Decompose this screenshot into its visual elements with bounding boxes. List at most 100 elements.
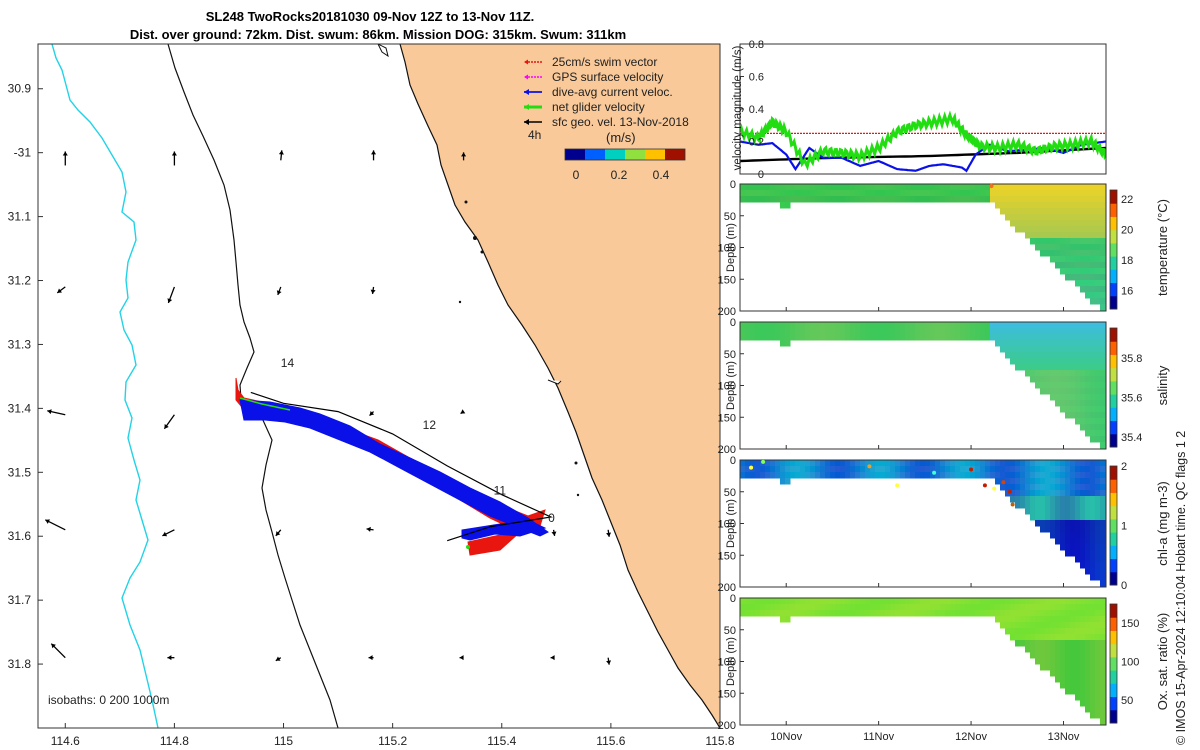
section-cell [935,460,941,467]
section-cell [1005,490,1011,497]
colorbar-segment [1110,394,1117,408]
section-cell [855,610,861,617]
section-cell [1100,490,1106,497]
section-cell [1090,538,1096,545]
section-cell [870,598,876,605]
colorbar-segment [1110,479,1117,493]
section-cell [960,190,966,197]
section-cell [845,184,851,191]
colorbar-segment [1110,216,1117,231]
section-cell [1090,430,1096,437]
section-cell [1020,634,1026,641]
section-cell [870,196,876,203]
section-cell [1085,646,1091,653]
section-cell [1070,676,1076,683]
section-cell [1095,430,1101,437]
section-cell [1050,376,1056,383]
section-cell [910,184,916,191]
section-cell [1050,370,1056,377]
section-cell [1085,388,1091,395]
section-cell [1080,346,1086,353]
section-cell [910,322,916,329]
section-cell [775,184,781,191]
section-cell [850,472,856,479]
section-cell [1090,250,1096,257]
geo-vector-head [164,424,169,429]
section-cell [980,604,986,611]
section-cell [785,598,791,605]
section-cell [1040,496,1046,503]
section-cell [1025,220,1031,227]
section-cell [1100,382,1106,389]
section-cell [1065,274,1071,281]
section-cell [800,610,806,617]
section-cell [910,196,916,203]
section-cell [1095,526,1101,533]
section-cell [1035,340,1041,347]
glider-track-line [250,391,553,542]
section-cell [1085,700,1091,707]
section-cell [1045,490,1051,497]
section-ylabel: Depth (m) [725,637,737,686]
section-cell [1100,370,1106,377]
section-cell [935,598,941,605]
section-cell [740,460,746,467]
section-cell [1015,496,1021,503]
colorbar-label: Ox. sat. ratio (%) [1155,613,1170,711]
geo-vector-head [459,655,464,661]
section-cell [865,598,871,605]
section-cells [740,184,1106,311]
chla-hotspot [1010,502,1015,507]
section-cell [1095,262,1101,269]
section-cell [1005,196,1011,203]
section-cell [1030,346,1036,353]
geo-vector-head [162,531,168,537]
section-cell [1085,328,1091,335]
section-cell [1100,394,1106,401]
section-cell [905,460,911,467]
section-cell [1015,340,1021,347]
section-cell [930,604,936,611]
section-cell [805,604,811,611]
section-cell [755,604,761,611]
section-cell [1080,388,1086,395]
section-cell [1000,604,1006,611]
section-cell [1020,340,1026,347]
section-cell [885,610,891,617]
section-cell [1065,196,1071,203]
section-cell [1095,478,1101,485]
section-cell [1055,328,1061,335]
section-cell [800,184,806,191]
section-cell [1090,712,1096,719]
section-cell [795,322,801,329]
section-cell [1090,640,1096,647]
section-cell [980,184,986,191]
section-cell [1080,364,1086,371]
section-cell [1055,670,1061,677]
section-cell [1060,664,1066,671]
section-cell [805,190,811,197]
section-cell [1015,196,1021,203]
section-cell [1085,532,1091,539]
section-cell [1040,646,1046,653]
section-cell [1040,652,1046,659]
section-cell [980,466,986,473]
section-cell [1100,676,1106,683]
section-cell [1035,634,1041,641]
section-cell [1060,508,1066,515]
section-cell [775,334,781,341]
section-cell [880,184,886,191]
section-cell [1080,670,1086,677]
section-cell [1100,652,1106,659]
colorbar-segment [1110,709,1117,724]
section-cell [1075,214,1081,221]
section-cell [1010,604,1016,611]
section-cell [1000,184,1006,191]
section-cell [1045,460,1051,467]
section-cell [1020,364,1026,371]
section-cell [1055,496,1061,503]
section-cell [780,196,786,203]
section-cell [1015,472,1021,479]
section-cell [810,322,816,329]
section-cell [1055,358,1061,365]
